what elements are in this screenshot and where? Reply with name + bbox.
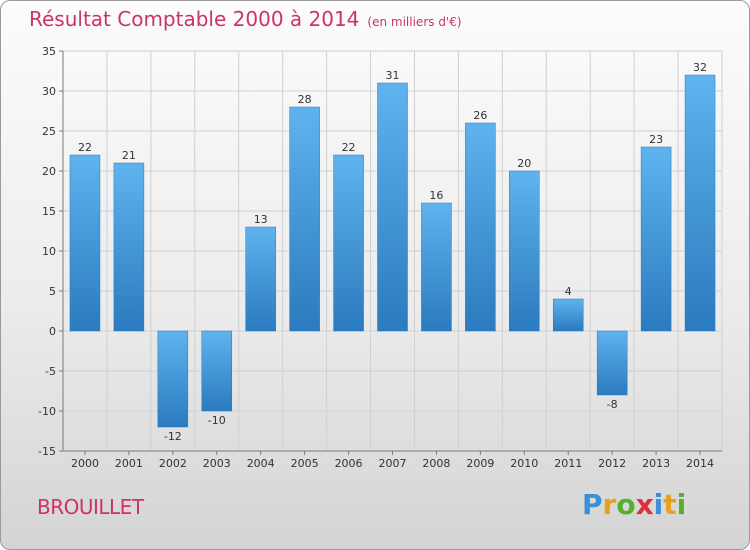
x-tick-label: 2009 xyxy=(466,457,494,470)
bar xyxy=(201,330,233,412)
data-label: -10 xyxy=(208,414,226,427)
data-label: 13 xyxy=(254,213,268,226)
x-tick-label: 2004 xyxy=(247,457,275,470)
data-label: 22 xyxy=(342,141,356,154)
x-tick-label: 2001 xyxy=(115,457,143,470)
data-label: 22 xyxy=(78,141,92,154)
y-tick-label: 25 xyxy=(42,125,56,138)
logo-letter: r xyxy=(602,488,617,521)
bar xyxy=(684,74,716,332)
x-tick-label: 2002 xyxy=(159,457,187,470)
bar xyxy=(245,226,276,332)
bar xyxy=(596,330,628,396)
place-name: BROUILLET xyxy=(37,495,144,519)
x-tick-label: 2008 xyxy=(422,457,450,470)
y-tick-label: 30 xyxy=(42,85,56,98)
y-tick-label: 5 xyxy=(49,285,56,298)
bar xyxy=(552,298,584,332)
bar xyxy=(640,146,672,332)
x-tick-label: 2005 xyxy=(291,457,319,470)
data-label: 4 xyxy=(565,285,572,298)
proxiti-logo: Proxiti xyxy=(582,488,686,521)
x-tick-label: 2010 xyxy=(510,457,538,470)
y-tick-label: 0 xyxy=(49,325,56,338)
bar xyxy=(289,106,320,332)
y-tick-label: 35 xyxy=(42,45,56,58)
y-tick-label: 10 xyxy=(42,245,56,258)
logo-letter: i xyxy=(653,488,664,521)
bar xyxy=(421,202,452,332)
axes: -15 -10 -5 0 5 10 15 20 25 30 35 2000 2001 2002 2003 20… xyxy=(38,45,722,470)
data-label: 20 xyxy=(517,157,531,170)
logo-letter: i xyxy=(676,488,687,521)
y-tick-label: 20 xyxy=(42,165,56,178)
data-label: 28 xyxy=(298,93,312,106)
logo-letter: x xyxy=(635,488,654,521)
x-tick-label: 2013 xyxy=(642,457,670,470)
x-tick-label: 2014 xyxy=(686,457,714,470)
x-tick-label: 2006 xyxy=(335,457,363,470)
chart-title: Résultat Comptable 2000 à 2014 xyxy=(29,7,360,31)
logo-letter: P xyxy=(582,488,603,521)
data-label: 21 xyxy=(122,149,136,162)
y-tick-label: -15 xyxy=(38,445,56,458)
logo-letter: o xyxy=(616,488,636,521)
data-label: 23 xyxy=(649,133,663,146)
data-label: 26 xyxy=(473,109,487,122)
bar xyxy=(113,162,145,332)
data-label: 31 xyxy=(386,69,400,82)
x-tick-label: 2012 xyxy=(598,457,626,470)
data-label: -12 xyxy=(164,430,182,443)
x-tick-label: 2003 xyxy=(203,457,231,470)
bars xyxy=(69,74,716,428)
y-tick-label: -10 xyxy=(38,405,56,418)
bar xyxy=(509,170,540,332)
bar xyxy=(157,330,189,428)
chart-title-group: Résultat Comptable 2000 à 2014 (en millie… xyxy=(29,7,462,31)
x-tick-label: 2000 xyxy=(71,457,99,470)
x-tick-label: 2011 xyxy=(554,457,582,470)
data-labels: 22 21 -12 -10 13 28 22 31 16 26 20 4 -8 23 32 xyxy=(78,61,707,443)
logo-letter: t xyxy=(663,488,677,521)
y-tick-label: 15 xyxy=(42,205,56,218)
data-label: 16 xyxy=(429,189,443,202)
chart-unit: (en milliers d'€) xyxy=(367,15,462,29)
x-tick-label: 2007 xyxy=(379,457,407,470)
bar xyxy=(465,122,496,332)
bar xyxy=(69,154,101,332)
bar xyxy=(377,82,408,332)
data-label: 32 xyxy=(693,61,707,74)
data-label: -8 xyxy=(607,398,618,411)
bar xyxy=(333,154,364,332)
y-tick-label: -5 xyxy=(45,365,56,378)
